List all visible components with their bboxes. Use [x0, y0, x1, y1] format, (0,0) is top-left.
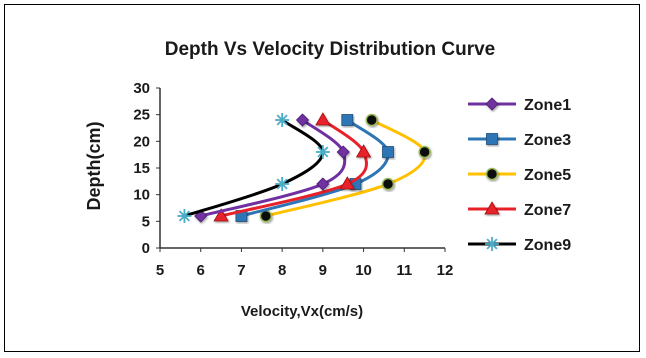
- x-tick-label: 7: [237, 262, 245, 279]
- legend-marker-zone5: [485, 167, 499, 181]
- data-point-zone7: [213, 208, 229, 222]
- data-point-zone7: [315, 112, 331, 126]
- legend-marker-zone1: [485, 97, 499, 111]
- data-point-zone7: [355, 144, 372, 158]
- data-point-zone5: [365, 113, 378, 127]
- legend-marker-zone9: [485, 237, 499, 251]
- data-point-zone5: [418, 145, 431, 159]
- data-point-zone7: [339, 176, 355, 190]
- x-tick-label: 5: [156, 262, 164, 279]
- y-axis-label: Depth(cm): [84, 121, 104, 210]
- y-tick-label: 30: [133, 80, 150, 97]
- data-point-zone9: [177, 209, 192, 223]
- x-tick-label: 12: [437, 262, 454, 279]
- y-tick-label: 0: [142, 240, 150, 257]
- data-point-zone1: [295, 113, 310, 127]
- x-axis-label: Velocity,Vx(cm/s): [241, 303, 363, 320]
- legend-label-zone5: Zone5: [524, 167, 571, 184]
- data-point-zone3: [382, 146, 394, 158]
- legend-label-zone9: Zone9: [524, 237, 571, 254]
- series-line-zone5: [264, 118, 427, 218]
- y-tick-label: 25: [133, 107, 150, 124]
- data-point-zone9: [275, 177, 290, 191]
- series-line-zone9: [182, 118, 325, 218]
- x-tick-label: 10: [355, 262, 372, 279]
- y-tick-label: 20: [133, 133, 150, 150]
- legend-marker-zone7: [484, 201, 500, 215]
- legend: Zone1 Zone3 Zone5 Zone7 Zone9: [468, 97, 571, 254]
- legend-marker-zone3: [486, 133, 498, 145]
- y-tick-label: 10: [133, 187, 150, 204]
- x-tick-label: 8: [278, 262, 286, 279]
- data-point-zone9: [315, 145, 330, 159]
- y-tick-label: 5: [142, 213, 150, 230]
- series-line-zone7: [219, 118, 368, 218]
- data-point-zone1: [316, 177, 330, 191]
- legend-label-zone3: Zone3: [524, 132, 571, 149]
- x-tick-label: 9: [319, 262, 327, 279]
- series-line-zone3: [239, 118, 390, 218]
- legend-label-zone7: Zone7: [524, 202, 571, 219]
- x-tick-label: 6: [197, 262, 205, 279]
- data-point-zone9: [275, 113, 290, 127]
- legend-label-zone1: Zone1: [524, 97, 571, 114]
- y-tick-label: 15: [133, 160, 150, 177]
- data-point-zone5: [381, 177, 395, 191]
- plot-area: [177, 112, 431, 223]
- data-point-zone3: [341, 114, 354, 126]
- chart-title: Depth Vs Velocity Distribution Curve: [165, 39, 495, 60]
- series-line-zone1: [199, 118, 347, 218]
- data-point-zone1: [336, 145, 350, 159]
- chart-frame: [4, 4, 640, 352]
- x-tick-label: 11: [396, 262, 412, 279]
